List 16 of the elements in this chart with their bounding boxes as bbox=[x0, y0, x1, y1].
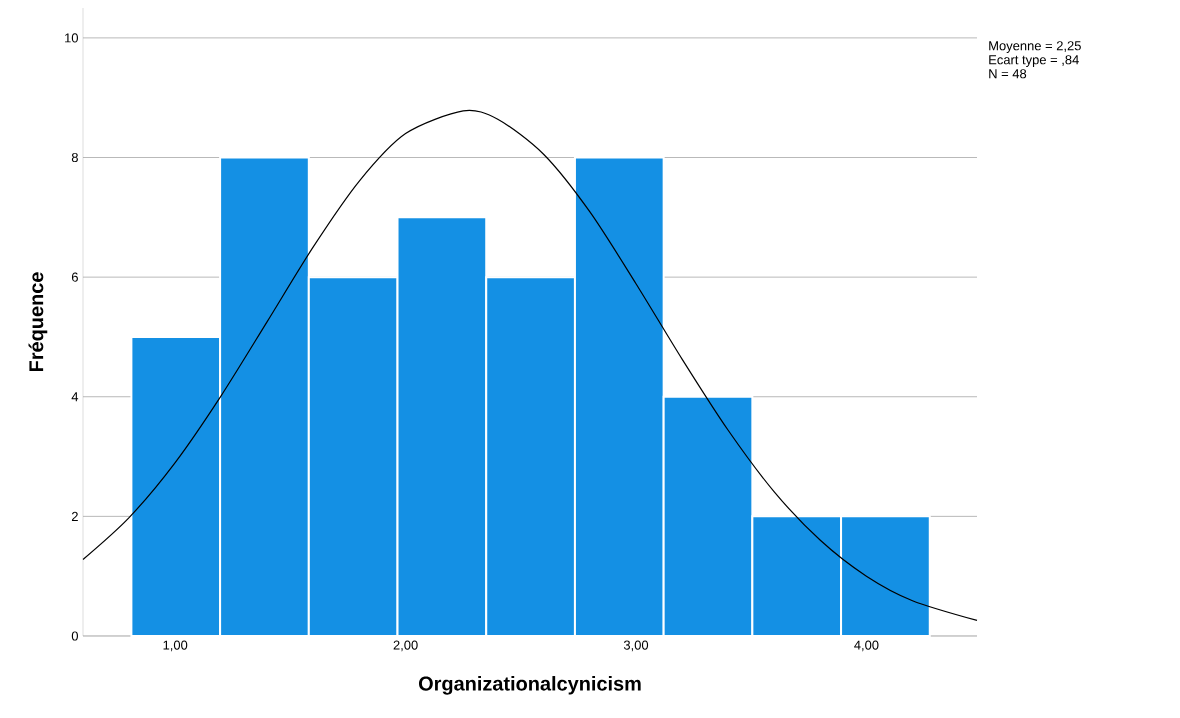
x-tick-label: 1,00 bbox=[163, 640, 188, 652]
x-axis-title: Organizationalcynicism bbox=[418, 676, 641, 695]
y-tick-label: 6 bbox=[71, 272, 78, 282]
y-axis-title: Fréquence bbox=[28, 272, 48, 372]
x-tick-label: 2,00 bbox=[393, 640, 418, 652]
text: N = 48 bbox=[989, 69, 1027, 79]
y-tick-label: 8 bbox=[71, 152, 78, 163]
y-tick-label: 10 bbox=[65, 33, 78, 43]
y-tick-label: 4 bbox=[71, 392, 79, 402]
x-tick-label: 3,00 bbox=[623, 640, 649, 652]
text: Moyenne = 2,25 bbox=[989, 41, 1081, 53]
line-series bbox=[82, 110, 978, 622]
x-tick-label: 4,00 bbox=[854, 640, 879, 652]
y-tick-label: 0 bbox=[71, 631, 78, 641]
y-tick-label: 2 bbox=[71, 511, 78, 521]
text: Ecart type = ,84 bbox=[989, 55, 1079, 67]
